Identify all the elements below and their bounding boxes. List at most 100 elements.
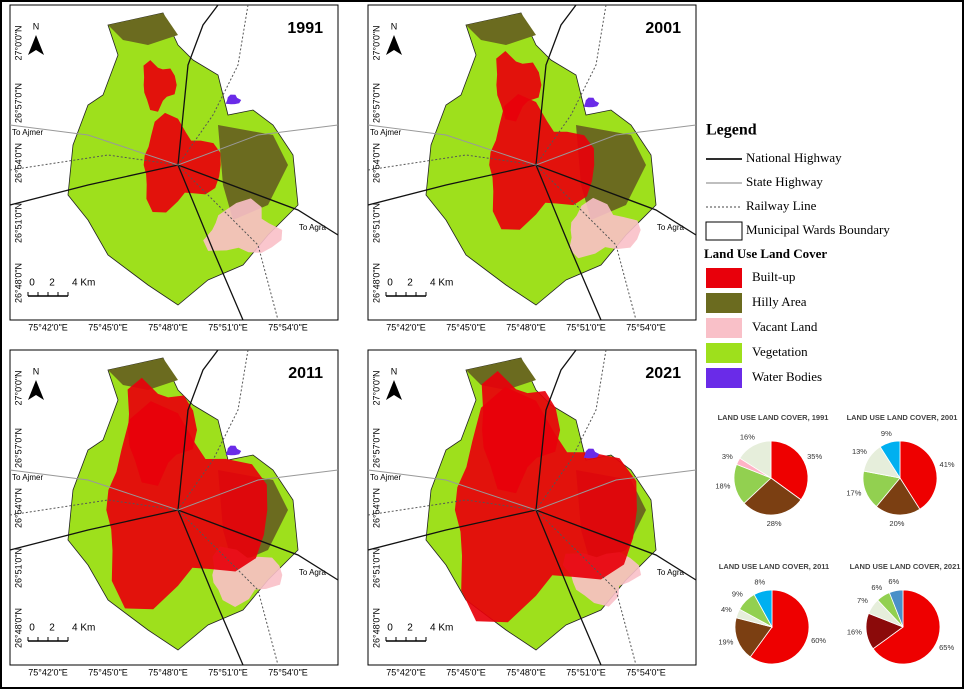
scale-label: 4 Km: [72, 623, 95, 634]
water-body: [583, 448, 600, 459]
pie-slice: [749, 589, 810, 665]
pie-slice: [733, 463, 772, 504]
lon-label: 75°54'0"E: [626, 322, 666, 332]
road-label: To Ajmer: [12, 128, 43, 137]
built-up: [489, 94, 595, 230]
year-label: 2001: [645, 20, 681, 37]
legend-swatch: [706, 293, 742, 313]
legend-label: State Highway: [746, 174, 823, 189]
water-body: [225, 94, 242, 105]
road-label: To Ajmer: [370, 128, 401, 137]
lon-label: 75°54'0"E: [626, 667, 666, 677]
hilly-area: [466, 358, 536, 390]
lat-label: 26°48'0"N: [371, 263, 381, 303]
pie-value-label: 6%: [871, 583, 882, 592]
road-label: To Ajmer: [12, 473, 43, 482]
pie-value-label: 20%: [889, 519, 904, 528]
pie-slice: [753, 589, 773, 628]
legend-swatch: [706, 343, 742, 363]
national-highway: [535, 509, 602, 666]
pie-value-label: 35%: [807, 452, 822, 461]
hilly-area: [218, 125, 288, 220]
national-highway: [535, 164, 602, 321]
legend-label: Hilly Area: [752, 294, 807, 309]
scale-label: 2: [49, 278, 55, 289]
pie-slice: [872, 589, 941, 665]
railway-line: [177, 4, 249, 166]
legend-subtitle: Land Use Land Cover: [704, 246, 827, 261]
lon-label: 75°42'0"E: [28, 322, 68, 332]
lon-label: 75°45'0"E: [446, 322, 486, 332]
lat-label: 27°0'0"N: [371, 370, 381, 405]
lon-label: 75°51'0"E: [208, 322, 248, 332]
north-arrow: [386, 380, 402, 400]
pie-value-label: 4%: [721, 605, 732, 614]
built-up: [143, 112, 221, 213]
pie-title: LAND USE LAND COVER, 2011: [719, 562, 829, 571]
road-label: To Ajmer: [370, 473, 401, 482]
lat-label: 26°51'0"N: [13, 203, 23, 243]
built-up: [143, 60, 177, 112]
map-panel: 2001 N To Ajmer To Agra 0 2 4 Km 27°0'0"N 26°57'…: [367, 4, 697, 321]
pie-value-label: 9%: [732, 589, 743, 598]
lat-label: 26°54'0"N: [371, 488, 381, 528]
national-highway: [177, 4, 219, 166]
scale-label: 0: [29, 278, 35, 289]
lon-label: 75°45'0"E: [88, 667, 128, 677]
north-arrow: [386, 35, 402, 55]
legend-label: Water Bodies: [752, 369, 822, 384]
pie-slice: [875, 477, 921, 516]
scale-label: 0: [387, 278, 393, 289]
legend-label: Vegetation: [752, 344, 808, 359]
pie-value-label: 65%: [939, 643, 954, 652]
legend-swatch: [706, 318, 742, 338]
lon-label: 75°42'0"E: [386, 322, 426, 332]
pie-slice: [770, 440, 809, 501]
railway-line: [535, 349, 607, 511]
lon-label: 75°45'0"E: [88, 322, 128, 332]
lon-label: 75°48'0"E: [506, 667, 546, 677]
lon-label: 75°48'0"E: [148, 322, 188, 332]
lat-label: 26°57'0"N: [13, 428, 23, 468]
road-label: To Agra: [657, 568, 685, 577]
lon-label: 75°48'0"E: [506, 322, 546, 332]
pie-value-label: 3%: [722, 452, 733, 461]
scale-label: 2: [407, 278, 413, 289]
railway-line: [177, 349, 249, 511]
national-highway: [535, 4, 577, 166]
legend-swatch: [706, 368, 742, 388]
scale-label: 0: [29, 623, 35, 634]
lat-label: 26°48'0"N: [371, 608, 381, 648]
pie-value-label: 16%: [847, 628, 862, 637]
lat-label: 26°51'0"N: [13, 548, 23, 588]
map-panel: 2011 N To Ajmer To Agra 0 2 4 Km 27°0'0"N 26°57'…: [9, 349, 339, 666]
north-label: N: [391, 21, 398, 31]
map-panel: 2021 N To Ajmer To Agra 0 2 4 Km 27°0'0"N 26°57'…: [367, 349, 697, 666]
road-label: To Agra: [657, 223, 685, 232]
lon-label: 75°54'0"E: [268, 667, 308, 677]
pie-title: LAND USE LAND COVER, 2021: [850, 562, 961, 571]
year-label: 1991: [287, 20, 323, 37]
built-up: [496, 51, 542, 122]
lat-label: 27°0'0"N: [13, 370, 23, 405]
scale-label: 2: [407, 623, 413, 634]
north-arrow: [28, 380, 44, 400]
railway-line: [535, 4, 607, 166]
lat-label: 26°57'0"N: [371, 83, 381, 123]
national-highway: [177, 164, 244, 321]
pie-value-label: 17%: [846, 489, 861, 498]
legend-label: Railway Line: [746, 198, 817, 213]
lat-label: 26°54'0"N: [13, 143, 23, 183]
lon-label: 75°42'0"E: [386, 667, 426, 677]
pie-value-label: 28%: [767, 519, 782, 528]
lon-label: 75°51'0"E: [566, 322, 606, 332]
lon-label: 75°45'0"E: [446, 667, 486, 677]
vacant-land: [203, 198, 283, 253]
road-label: To Agra: [299, 223, 327, 232]
map-panel: 1991 N To Ajmer To Agra 0 2 4 Km 27°0'0"N 26°57'…: [9, 4, 339, 321]
vacant-land: [569, 197, 641, 259]
year-label: 2021: [645, 365, 681, 382]
north-label: N: [33, 21, 40, 31]
pie-value-label: 16%: [740, 433, 755, 442]
